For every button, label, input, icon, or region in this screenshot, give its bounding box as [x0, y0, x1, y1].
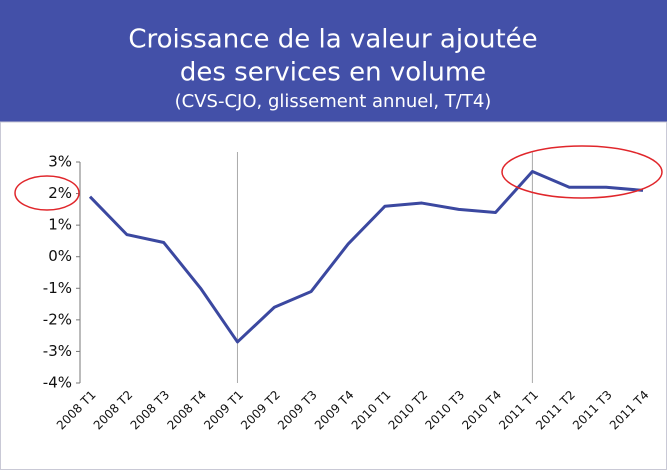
y-tick-label: -2% — [43, 310, 72, 328]
y-tick-label: -4% — [43, 374, 72, 392]
chart-title: des services en volume — [180, 58, 486, 88]
chart-subtitle: (CVS-CJO, glissement annuel, T/T4) — [175, 91, 492, 112]
y-tick-label: 3% — [48, 153, 72, 171]
y-tick-label: 0% — [48, 247, 72, 265]
highlight-ellipse — [501, 145, 663, 199]
line-series — [88, 169, 644, 344]
chart-title: Croissance de la valeur ajoutée — [128, 25, 537, 55]
highlight-ellipse — [14, 175, 80, 211]
header-band — [0, 0, 667, 122]
y-tick-label: -3% — [43, 342, 72, 360]
y-tick-label: 1% — [48, 216, 72, 234]
y-tick-label: -1% — [43, 279, 72, 297]
y-tick-label: 2% — [48, 184, 72, 202]
